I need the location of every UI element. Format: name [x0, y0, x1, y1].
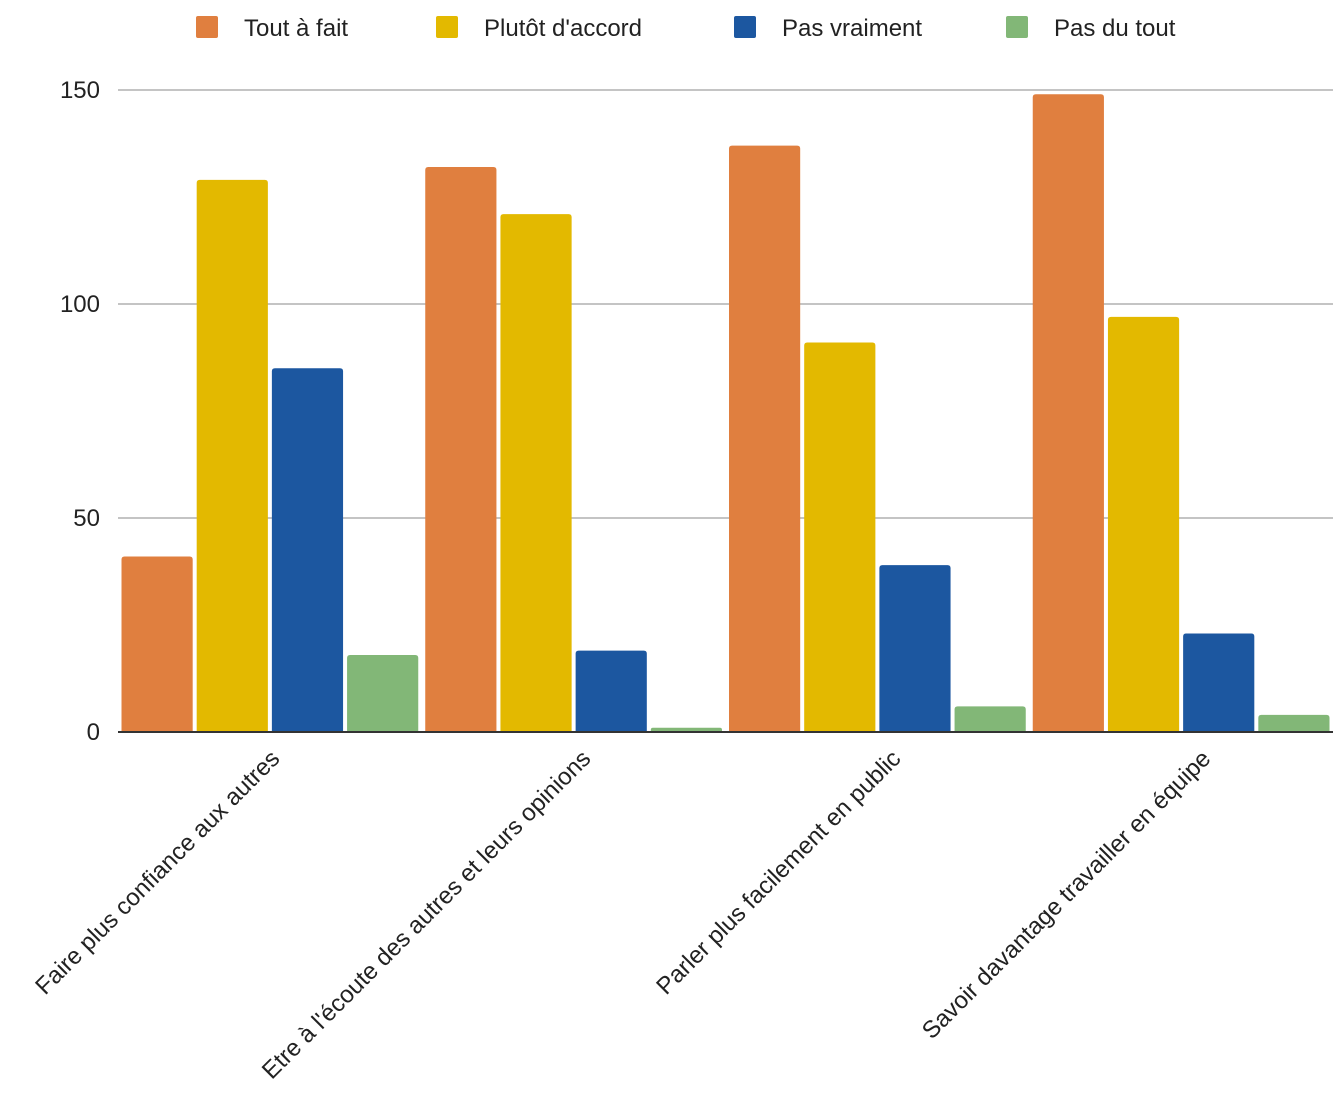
legend-item: Pas vraiment — [734, 15, 922, 42]
bar-pas-vraiment-2 — [879, 565, 951, 732]
bar-plut-t-d-accord-0 — [196, 179, 268, 732]
y-tick-label: 150 — [60, 77, 100, 104]
bars — [121, 94, 1330, 733]
x-category-label: Etre à l'écoute des autres et leurs opin… — [257, 745, 596, 1084]
legend-label: Tout à fait — [244, 15, 348, 42]
legend-swatch — [436, 16, 458, 38]
y-tick-label: 50 — [73, 505, 100, 532]
bar-pas-vraiment-1 — [575, 650, 647, 732]
bar-pas-vraiment-3 — [1183, 633, 1255, 732]
legend-swatch — [196, 16, 218, 38]
bar-tout-fait-3 — [1032, 94, 1104, 732]
bar-tout-fait-0 — [121, 556, 193, 732]
x-category-label: Parler plus facilement en public — [651, 745, 906, 1000]
y-tick-label: 0 — [87, 719, 100, 746]
bar-tout-fait-1 — [425, 167, 497, 733]
x-category-label: Savoir davantage travailler en équipe — [917, 745, 1216, 1044]
bar-plut-t-d-accord-2 — [804, 342, 876, 732]
y-tick-label: 100 — [60, 291, 100, 318]
bar-pas-du-tout-1 — [650, 727, 722, 732]
legend-swatch — [1006, 16, 1028, 38]
legend-item: Tout à fait — [196, 15, 348, 42]
legend-item: Plutôt d'accord — [436, 15, 642, 42]
chart-legend: Tout à fait Plutôt d'accord Pas vraiment Pa… — [196, 15, 1176, 42]
x-category-label: Faire plus confiance aux autres — [30, 745, 285, 1000]
y-axis-ticks: 0 50 100 150 — [60, 77, 100, 746]
legend-label: Plutôt d'accord — [484, 15, 642, 42]
bar-pas-du-tout-3 — [1258, 714, 1330, 732]
bar-pas-du-tout-2 — [954, 706, 1026, 732]
bar-pas-vraiment-0 — [271, 368, 344, 732]
legend-swatch — [734, 16, 756, 38]
legend-label: Pas du tout — [1054, 15, 1176, 42]
bar-plut-t-d-accord-1 — [500, 214, 572, 732]
bar-tout-fait-2 — [729, 145, 801, 732]
bar-plut-t-d-accord-3 — [1107, 316, 1180, 732]
legend-item: Pas du tout — [1006, 15, 1176, 42]
legend-label: Pas vraiment — [782, 15, 922, 42]
bar-pas-du-tout-0 — [347, 654, 419, 732]
